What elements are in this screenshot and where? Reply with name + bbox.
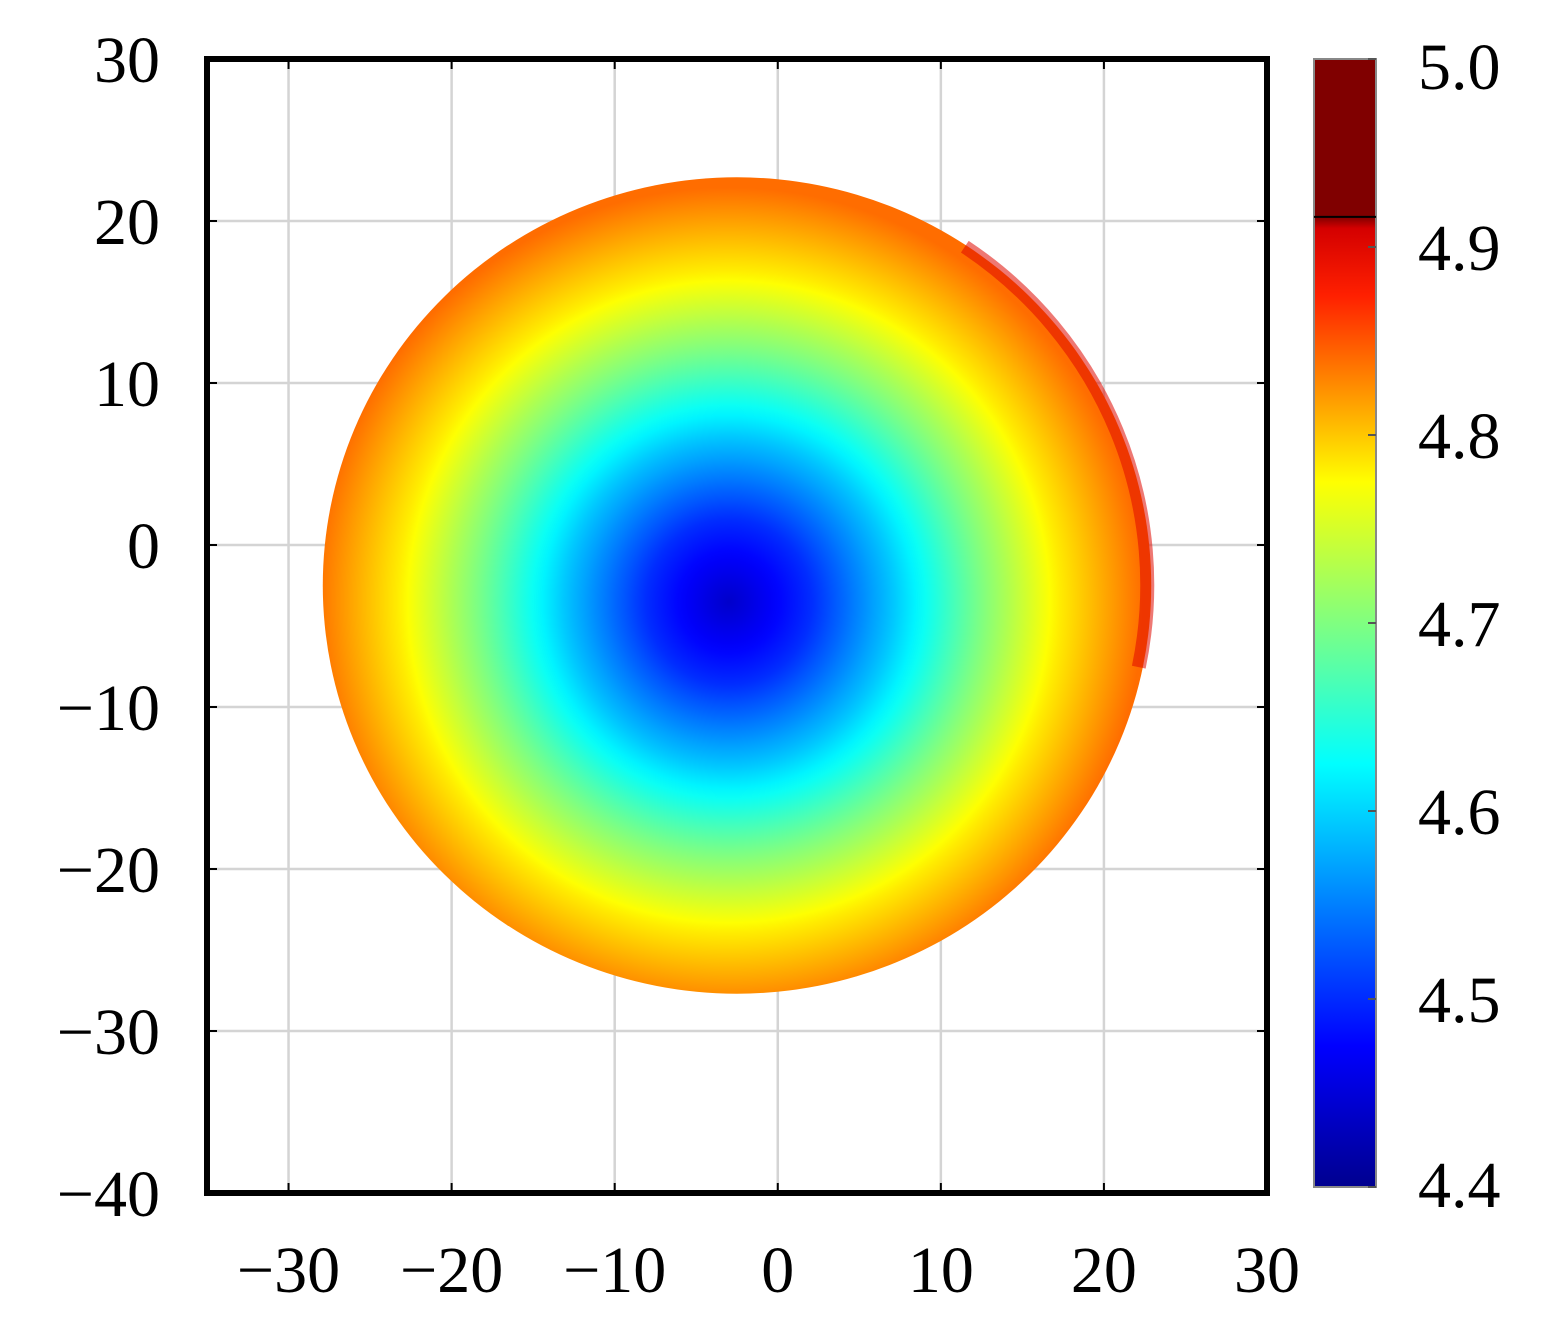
x-tick-label: 10 bbox=[908, 1234, 974, 1307]
x-tick-label: 20 bbox=[1071, 1234, 1137, 1307]
y-tick-label: 30 bbox=[94, 24, 160, 97]
colorbar: 5.0 4.9 4.8 4.7 4.6 4.5 4.4 bbox=[1313, 31, 1501, 1222]
colorbar-tick-label: 5.0 bbox=[1418, 31, 1501, 104]
y-tick-label: 0 bbox=[127, 510, 160, 583]
x-tick-label: 30 bbox=[1234, 1234, 1300, 1307]
colorbar-tick-label: 4.7 bbox=[1418, 588, 1501, 661]
colorbar-tick-label: 4.5 bbox=[1418, 964, 1501, 1037]
colorbar-tick-label: 4.6 bbox=[1418, 776, 1501, 849]
plot-frame bbox=[204, 56, 1270, 1196]
surface-rim-max bbox=[960, 240, 1155, 669]
surface-map bbox=[322, 177, 1155, 994]
x-tick-label: 0 bbox=[761, 1234, 794, 1307]
x-tick-label: −10 bbox=[563, 1234, 666, 1307]
colorbar-tick-label: 4.8 bbox=[1418, 400, 1501, 473]
colorbar-tick-label: 4.9 bbox=[1418, 212, 1501, 285]
surface-aperture bbox=[322, 177, 1152, 994]
x-tick-label: −20 bbox=[400, 1234, 503, 1307]
y-tick-label: −40 bbox=[57, 1158, 160, 1231]
colorbar-bar bbox=[1313, 58, 1377, 1188]
y-tick-label: 20 bbox=[94, 186, 160, 259]
x-tick-label: −30 bbox=[237, 1234, 340, 1307]
y-tick-label: 10 bbox=[94, 348, 160, 421]
y-tick-label: −20 bbox=[57, 834, 160, 907]
axis-ticks: −30 −20 −10 0 10 20 30 30 20 10 0 −10 −20 −30 −40 bbox=[57, 24, 1300, 1307]
y-tick-label: −30 bbox=[57, 996, 160, 1069]
y-tick-label: −10 bbox=[57, 672, 160, 745]
colorbar-tick-label: 4.4 bbox=[1418, 1149, 1501, 1222]
